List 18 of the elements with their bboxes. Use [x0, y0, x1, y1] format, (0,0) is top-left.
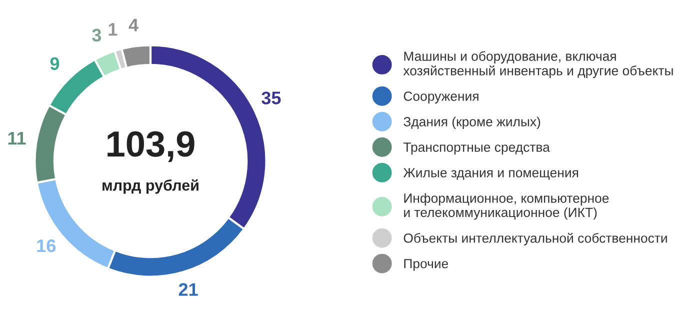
text: 103,9 — [108, 131, 194, 162]
legend-label: Объекты интеллектуальной собственности — [404, 232, 667, 246]
data-label: 3 — [92, 28, 102, 42]
legend-label: Машины и оборудование, включая хозяйственный инвентарь и другие объекты — [403, 51, 673, 78]
legend-label: Транспортные средства — [403, 142, 550, 154]
legend-label: Информационное, компьютерное и телекоммуникационное (ИКТ) — [404, 193, 609, 220]
data-label: 4 — [128, 18, 138, 32]
legend-label: Жилые здания и помещения — [403, 168, 578, 180]
data-label: 1 — [108, 23, 118, 36]
data-label: 16 — [37, 239, 56, 252]
data-label: 11 — [8, 132, 26, 144]
legend-label: Сооружения — [404, 92, 478, 104]
data-label: 9 — [50, 57, 60, 70]
data-label: 35 — [262, 92, 281, 104]
legend-label: Здания (кроме жилых) — [404, 116, 540, 129]
text: млрд рублей — [102, 179, 198, 194]
legend-label: Прочие — [404, 259, 448, 271]
data-label: 21 — [178, 283, 198, 296]
